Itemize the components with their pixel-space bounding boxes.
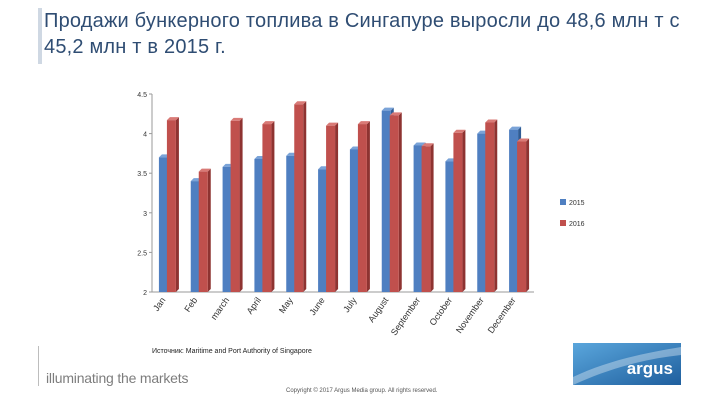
bar-top-2015 (509, 126, 522, 130)
bar-top-2016 (262, 121, 275, 125)
bar-side-2016 (175, 117, 179, 292)
bar-top-2016 (453, 129, 466, 133)
bar-2015-November (477, 133, 487, 292)
bar-top-2016 (421, 143, 434, 147)
bar-2015-August (381, 110, 391, 292)
title-accent-bar (38, 8, 42, 64)
bar-2016-September (421, 146, 431, 292)
bar-2015-Feb (190, 181, 200, 292)
bar-2015-Jan (158, 157, 168, 292)
x-tick-label: Jan (151, 295, 168, 313)
bar-top-2015 (381, 107, 394, 111)
bar-side-2016 (526, 138, 530, 292)
x-tick-label: May (277, 295, 295, 315)
bar-2016-June (326, 125, 336, 293)
bar-2015-October (445, 161, 455, 292)
y-tick-label: 4 (143, 132, 147, 139)
x-tick-label: December (486, 295, 518, 335)
x-tick-label: march (209, 295, 232, 321)
bar-2015-march (222, 166, 232, 292)
logo-text: argus (626, 359, 673, 378)
bar-2016-April (262, 124, 272, 292)
bar-2016-August (389, 115, 399, 292)
bar-2016-Jan (166, 120, 176, 292)
legend-label: 2016 (569, 221, 585, 228)
x-tick-label: November (454, 295, 486, 335)
x-tick-label: April (245, 295, 264, 315)
bar-side-2016 (207, 168, 211, 292)
x-tick-label: August (366, 295, 391, 324)
bar-side-2016 (335, 122, 339, 293)
bar-top-2016 (230, 117, 243, 121)
bar-2016-Feb (198, 171, 208, 292)
y-tick-label: 3.5 (137, 171, 147, 178)
bar-top-2015 (413, 142, 426, 146)
tagline-divider (38, 346, 39, 386)
y-tick-label: 2 (143, 290, 147, 297)
copyright-text: Copyright © 2017 Argus Media group. All … (286, 388, 438, 394)
bar-top-2016 (198, 168, 211, 172)
bar-side-2016 (303, 101, 307, 293)
bar-top-2016 (517, 138, 530, 142)
bar-2015-June (318, 169, 328, 292)
x-tick-label: October (428, 295, 455, 327)
bar-top-2016 (326, 122, 339, 126)
x-tick-label: Feb (182, 295, 199, 313)
y-tick-label: 3 (143, 211, 147, 218)
bar-side-2016 (430, 143, 434, 292)
bar-2016-July (357, 124, 367, 292)
legend-swatch (560, 220, 566, 226)
bar-side-2016 (239, 117, 243, 292)
bar-side-2016 (398, 112, 402, 292)
bar-2015-July (349, 149, 359, 292)
y-tick-label: 4.5 (137, 92, 147, 99)
bar-side-2016 (271, 121, 275, 292)
bar-2016-December (517, 141, 527, 292)
bar-top-2016 (485, 119, 498, 123)
x-tick-label: July (341, 295, 359, 314)
tagline: illuminating the markets (46, 370, 189, 386)
bar-2016-march (230, 120, 240, 292)
source-note: Источник: Maritime and Port Authority of… (152, 348, 312, 355)
bar-top-2016 (357, 121, 370, 125)
bar-top-2016 (294, 101, 307, 105)
bar-side-2016 (366, 121, 370, 292)
page-title: Продажи бункерного топлива в Сингапуре в… (44, 10, 680, 58)
bar-2015-May (286, 155, 296, 292)
bar-2016-May (294, 104, 304, 293)
bar-top-2016 (166, 117, 179, 121)
x-tick-label: June (307, 295, 326, 317)
bar-side-2016 (462, 129, 466, 292)
argus-logo-graphic (573, 343, 681, 385)
bar-2015-September (413, 145, 423, 292)
bar-2015-April (254, 158, 264, 292)
bar-2015-December (509, 129, 519, 292)
legend-swatch (560, 199, 566, 205)
argus-logo: argus (573, 343, 681, 385)
bar-2016-November (485, 122, 495, 293)
y-tick-label: 2.5 (137, 250, 147, 257)
bar-top-2016 (389, 112, 402, 116)
legend-label: 2015 (569, 200, 585, 207)
x-tick-label: September (389, 295, 422, 337)
bar-2016-October (453, 132, 463, 292)
bar-side-2016 (494, 119, 498, 293)
